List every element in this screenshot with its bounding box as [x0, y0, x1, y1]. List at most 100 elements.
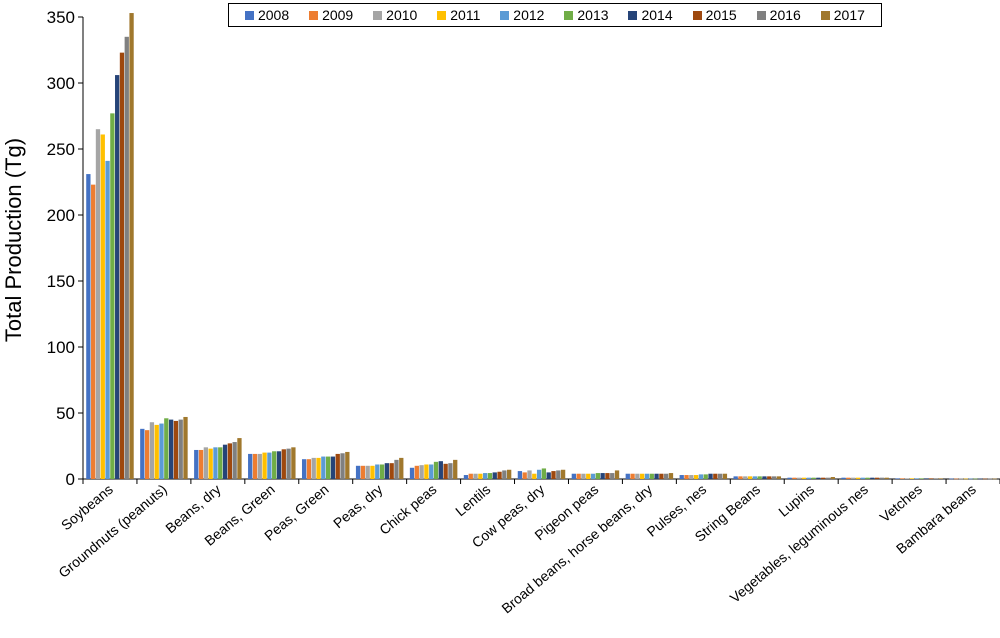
- bar: [698, 474, 704, 479]
- bar: [164, 418, 169, 479]
- bar: [958, 478, 964, 480]
- bar: [232, 442, 237, 479]
- legend-label: 2013: [577, 7, 609, 23]
- bar: [86, 174, 91, 479]
- bar: [590, 473, 596, 479]
- bar: [825, 477, 831, 479]
- bar: [924, 478, 929, 479]
- bar: [978, 478, 983, 480]
- bar: [448, 463, 453, 479]
- bar: [384, 463, 390, 479]
- bar: [546, 472, 551, 479]
- bar: [625, 473, 630, 479]
- bar: [536, 469, 542, 479]
- bar: [438, 461, 443, 479]
- bar: [473, 473, 478, 479]
- y-tick-label: 50: [56, 404, 75, 423]
- bar: [291, 447, 296, 479]
- bar: [213, 447, 218, 479]
- bar: [644, 473, 650, 479]
- legend-label: 2015: [705, 7, 737, 23]
- legend-label: 2014: [641, 7, 673, 23]
- bar: [365, 465, 370, 479]
- bar: [846, 477, 851, 479]
- bar: [237, 438, 242, 479]
- bar: [375, 464, 380, 479]
- x-tick-label: Lupins: [775, 481, 817, 520]
- x-tick-label: Lentils: [452, 481, 493, 519]
- bar: [928, 478, 934, 479]
- bar: [811, 477, 816, 479]
- bar: [340, 453, 345, 479]
- bar: [600, 473, 605, 479]
- bar: [797, 477, 802, 479]
- y-tick-label: 350: [47, 8, 75, 27]
- bar: [708, 473, 713, 479]
- legend-swatch: [756, 10, 766, 20]
- bar: [949, 478, 954, 480]
- bar: [968, 478, 973, 480]
- bar: [149, 422, 155, 479]
- bar: [757, 476, 762, 479]
- bar: [487, 473, 493, 479]
- bar: [409, 467, 415, 479]
- bar: [556, 470, 561, 479]
- bar: [992, 478, 997, 480]
- legend-item: 2009: [309, 7, 353, 23]
- bar: [105, 160, 110, 479]
- bar: [124, 36, 129, 480]
- bar: [640, 473, 645, 479]
- bar: [987, 478, 992, 480]
- bar: [909, 478, 915, 479]
- legend-item: 2011: [437, 7, 480, 23]
- bar: [586, 473, 591, 479]
- bar: [717, 473, 723, 479]
- bar: [355, 465, 361, 479]
- bar: [874, 477, 880, 479]
- bar: [194, 449, 199, 479]
- bar: [527, 470, 532, 479]
- bar: [684, 475, 689, 479]
- bar: [492, 472, 497, 479]
- bar: [389, 463, 394, 479]
- x-tick-label: Vetches: [877, 481, 925, 525]
- bar: [360, 465, 366, 479]
- bar: [497, 471, 502, 479]
- bar: [635, 473, 640, 479]
- bar: [630, 473, 635, 479]
- bar: [325, 456, 331, 479]
- bar: [379, 464, 385, 479]
- bar: [576, 473, 581, 479]
- bar: [159, 423, 164, 479]
- y-tick-label: 100: [47, 338, 75, 357]
- bar: [419, 465, 424, 479]
- legend-swatch: [373, 10, 383, 20]
- bar: [257, 453, 262, 479]
- bars: [86, 13, 997, 480]
- bar: [821, 477, 826, 479]
- bar: [752, 476, 758, 479]
- bar: [110, 113, 115, 480]
- bar: [183, 416, 188, 479]
- y-tick-label: 150: [47, 272, 75, 291]
- bar: [311, 457, 316, 479]
- legend-item: 2013: [564, 7, 609, 23]
- bar: [144, 430, 150, 479]
- legend-item: 2015: [692, 7, 737, 23]
- bar: [762, 476, 767, 479]
- bar: [433, 461, 439, 479]
- bar: [865, 477, 870, 479]
- bar: [115, 75, 120, 479]
- legend-swatch: [244, 10, 254, 20]
- bar: [301, 459, 307, 479]
- bar: [522, 472, 527, 479]
- bar: [703, 474, 708, 479]
- bar: [870, 477, 875, 479]
- bar: [95, 129, 101, 479]
- legend: 2008 2009 2010 2011 2012 2013 2014 2015 2016 2017: [228, 3, 882, 27]
- bar: [483, 473, 488, 479]
- bar: [895, 478, 900, 479]
- bar: [276, 451, 282, 479]
- bar: [841, 477, 846, 479]
